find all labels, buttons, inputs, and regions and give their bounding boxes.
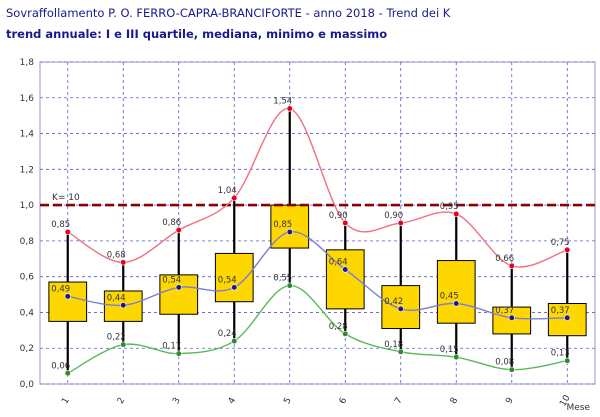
data-point-min <box>286 282 293 289</box>
iqr-box <box>436 260 476 324</box>
data-point-min <box>64 370 71 377</box>
data-label-min: 0,15 <box>440 345 459 355</box>
y-tick-label: 0,4 <box>20 308 35 318</box>
data-point-min <box>453 354 460 361</box>
y-tick-label: 1,2 <box>20 165 34 175</box>
data-label-min: 0,13 <box>551 349 570 359</box>
data-point-min <box>120 341 127 348</box>
data-point-max <box>286 105 293 112</box>
y-tick-label: 1,0 <box>20 201 35 211</box>
iqr-box <box>159 274 199 315</box>
data-label-median: 0,42 <box>384 297 403 307</box>
x-tick-label: 5 <box>282 396 294 406</box>
data-label-max: 0,66 <box>495 254 514 264</box>
data-label-median: 0,85 <box>273 220 292 230</box>
data-point-median <box>120 302 127 309</box>
data-label-median: 0,37 <box>495 306 514 316</box>
data-label-max: 0,68 <box>107 250 126 260</box>
threshold-label: K= 10 <box>52 193 80 203</box>
data-point-min <box>564 357 571 364</box>
data-label-min: 0,18 <box>384 340 403 350</box>
y-tick-label: 1,8 <box>20 58 35 68</box>
data-point-median <box>508 314 515 321</box>
data-point-min <box>397 348 404 355</box>
series-line-max <box>67 107 568 268</box>
data-label-median: 0,54 <box>162 275 181 285</box>
data-label-max: 0,90 <box>384 211 403 221</box>
series-line-median <box>67 231 568 320</box>
y-tick-label: 1,6 <box>20 94 35 104</box>
data-label-median: 0,64 <box>329 258 348 268</box>
data-label-min: 0,28 <box>329 322 348 332</box>
data-label-max: 1,54 <box>273 97 292 107</box>
data-label-median: 0,49 <box>51 284 70 294</box>
x-tick-label: 2 <box>116 396 128 406</box>
x-tick-label: 9 <box>504 396 516 406</box>
data-point-max <box>397 219 404 227</box>
data-label-min: 0,17 <box>162 342 181 352</box>
x-tick-label: 1 <box>60 396 72 406</box>
data-point-min <box>175 350 182 357</box>
data-point-min <box>231 337 238 345</box>
data-label-median: 0,45 <box>440 292 459 302</box>
data-point-max <box>175 227 182 234</box>
y-tick-label: 0,2 <box>20 344 34 354</box>
x-tick-label: 3 <box>171 396 183 406</box>
x-tick-label: 7 <box>393 396 405 406</box>
data-label-min: 0,06 <box>51 361 70 371</box>
data-label-min: 0,55 <box>273 274 292 284</box>
x-tick-label: 6 <box>338 396 350 406</box>
data-label-median: 0,54 <box>218 275 237 285</box>
x-axis-title: Mese <box>566 403 590 413</box>
data-point-median <box>175 284 182 291</box>
data-point-min <box>508 366 515 373</box>
data-point-median <box>64 293 71 300</box>
data-label-median: 0,44 <box>107 293 126 303</box>
data-label-median: 0,37 <box>551 306 570 316</box>
data-label-max: 0,90 <box>329 211 348 221</box>
data-point-median <box>453 300 460 307</box>
data-point-max <box>120 259 127 266</box>
y-tick-label: 0,8 <box>20 237 35 247</box>
data-point-median <box>286 228 293 236</box>
data-label-max: 0,86 <box>162 218 181 228</box>
y-tick-label: 0,6 <box>20 273 35 283</box>
data-label-max: 0,95 <box>440 202 459 212</box>
x-tick-label: 8 <box>449 396 461 406</box>
data-label-min: 0,22 <box>107 333 126 343</box>
data-point-median <box>564 314 571 321</box>
y-tick-label: 0,0 <box>20 380 35 390</box>
chart-subtitle: trend annuale: I e III quartile, mediana… <box>6 27 388 41</box>
data-point-max <box>453 210 460 218</box>
x-tick-label: 4 <box>227 396 239 406</box>
data-point-min <box>342 330 349 338</box>
data-point-max <box>564 246 571 253</box>
data-label-max: 1,04 <box>218 186 237 196</box>
data-label-max: 0,75 <box>551 238 570 248</box>
data-point-median <box>397 305 404 312</box>
y-tick-label: 1,4 <box>20 130 35 140</box>
data-point-median <box>231 284 238 291</box>
chart-title: Sovraffollamento P. O. FERRO-CAPRA-BRANC… <box>6 6 451 20</box>
data-label-min: 0,08 <box>495 358 514 368</box>
data-label-max: 0,85 <box>51 220 70 230</box>
data-point-median <box>342 266 349 273</box>
series-line-min <box>67 284 568 374</box>
data-point-max <box>342 219 349 227</box>
iqr-box <box>48 281 88 322</box>
data-point-max <box>508 262 515 270</box>
data-point-max <box>231 194 238 202</box>
data-label-min: 0,24 <box>218 329 237 339</box>
data-point-max <box>64 228 71 236</box>
